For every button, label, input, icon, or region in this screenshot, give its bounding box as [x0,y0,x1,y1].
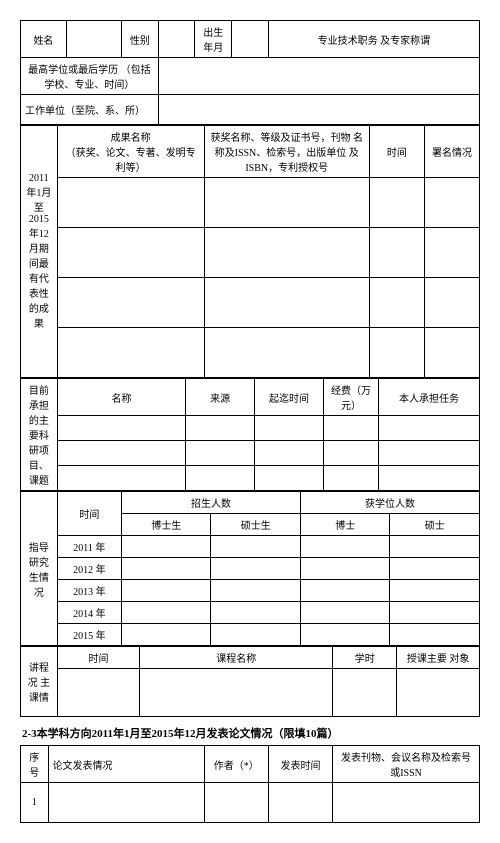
supervise-master: 硕士生 [211,514,301,536]
supervise-enroll: 招生人数 [121,492,300,514]
supervise-phd2: 博士 [300,514,390,536]
supervise-phd: 博士生 [121,514,211,536]
basic-info-table: 姓名 性别 出生年月 专业技术职务 及专家称谓 最高学位或最后学历 （包括学校、… [20,20,480,125]
year-cell: 2015 年 [57,624,121,646]
teaching-side: 讲程况 主课情 [21,647,58,717]
year-cell: 2013 年 [57,580,121,602]
supervise-master2: 硕士 [390,514,480,536]
birth-value [232,21,269,58]
projects-col5: 本人承担任务 [379,379,480,416]
achievements-period: 2011年1月至2015年12月期间最有代表性的成果 [21,126,58,378]
name-label: 姓名 [21,21,67,58]
projects-col1: 名称 [57,379,186,416]
projects-table: 目前承担的主要科研项目、课题 名称 来源 起迄时间 经费（万元） 本人承担任务 [20,378,480,491]
papers-col2: 作者（*） [204,746,268,783]
papers-table: 序号 论文发表情况 作者（*） 发表时间 发表刊物、会议名称及检索号或ISSN … [20,745,480,823]
papers-col3: 发表时间 [268,746,332,783]
teaching-col2: 课程名称 [140,647,333,669]
teaching-table: 讲程况 主课情 时间 课程名称 学时 授课主要 对象 [20,646,480,717]
teaching-col4: 授课主要 对象 [397,647,480,669]
workunit-value [158,95,479,125]
edu-value [158,58,479,95]
achievements-col4: 署名情况 [424,126,479,178]
workunit-label: 工作单位（至院、系、所） [21,95,159,125]
supervise-time: 时间 [57,492,121,536]
projects-col2: 来源 [186,379,255,416]
papers-col0: 序号 [21,746,49,783]
gender-label: 性别 [121,21,158,58]
gender-value [158,21,195,58]
birth-label: 出生年月 [195,21,232,58]
projects-side: 目前承担的主要科研项目、课题 [21,379,58,491]
achievements-col2: 获奖名称、等级及证书号，刊物 名称及ISSN、检索号，出版单位 及ISBN，专利… [204,126,369,178]
supervise-side: 指导 研究生情况 [21,492,58,646]
year-cell: 2014 年 [57,602,121,624]
supervise-table: 指导 研究生情况 时间 招生人数 获学位人数 博士生 硕士生 博士 硕士 201… [20,491,480,646]
supervise-degree: 获学位人数 [300,492,479,514]
year-cell: 2011 年 [57,536,121,558]
teaching-col1: 时间 [57,647,140,669]
title-label: 专业技术职务 及专家称谓 [268,21,479,58]
teaching-col3: 学时 [333,647,397,669]
edu-label: 最高学位或最后学历 （包括学校、专业、时间） [21,58,159,95]
achievements-col1: 成果名称 （获奖、论文、专著、发明专利等） [57,126,204,178]
achievements-table: 2011年1月至2015年12月期间最有代表性的成果 成果名称 （获奖、论文、专… [20,125,480,378]
papers-col4: 发表刊物、会议名称及检索号或ISSN [333,746,480,783]
name-value [66,21,121,58]
projects-col3: 起迄时间 [255,379,324,416]
papers-row1: 1 [21,783,49,823]
papers-col1: 论文发表情况 [48,746,204,783]
achievements-col3: 时间 [369,126,424,178]
year-cell: 2012 年 [57,558,121,580]
projects-col4: 经费（万元） [323,379,378,416]
papers-heading: 2-3本学科方向2011年1月至2015年12月发表论文情况（限填10篇） [22,725,480,741]
